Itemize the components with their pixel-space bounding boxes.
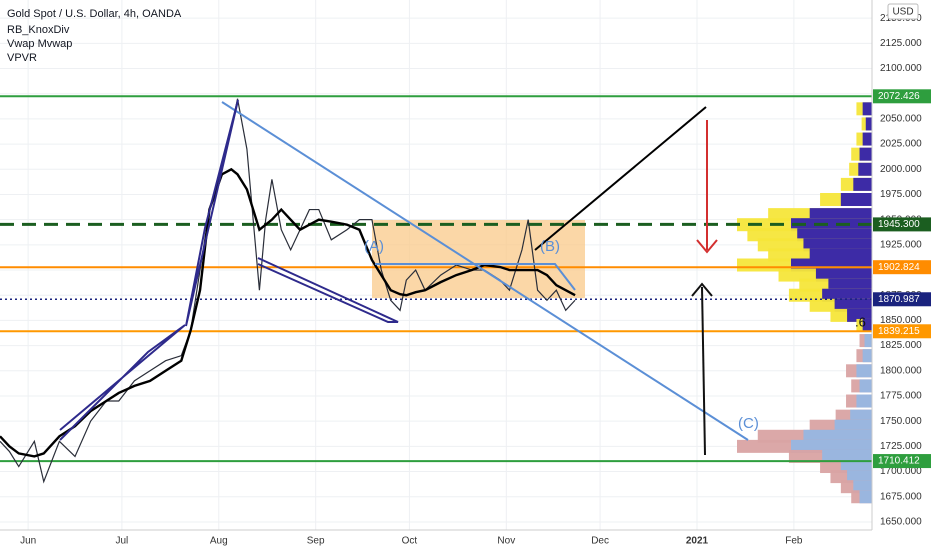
profile-bar-inner bbox=[803, 429, 872, 443]
channel bbox=[375, 263, 576, 291]
profile-bar-inner bbox=[862, 318, 872, 332]
projection-line bbox=[534, 106, 707, 251]
profile-bar-inner bbox=[815, 268, 872, 282]
x-tick-label: Jul bbox=[115, 536, 128, 547]
profile-bar-inner bbox=[847, 470, 872, 484]
level-label: 2072.426 bbox=[878, 91, 920, 102]
level-label: 1902.824 bbox=[878, 262, 920, 273]
y-tick-label: 1750.000 bbox=[880, 416, 922, 427]
y-tick-label: 2125.000 bbox=[880, 38, 922, 49]
x-tick-label: Nov bbox=[497, 536, 515, 547]
level-label: 1710.412 bbox=[878, 456, 920, 467]
profile-bar-inner bbox=[856, 364, 872, 378]
level-tag bbox=[873, 89, 931, 104]
level-label: 1839.215 bbox=[878, 326, 920, 337]
chart-title: Gold Spot / U.S. Dollar, 4h, OANDA bbox=[7, 8, 182, 20]
profile-bar-inner bbox=[864, 334, 872, 348]
series-line bbox=[0, 167, 576, 458]
profile-bar-inner bbox=[822, 449, 872, 463]
wedge bbox=[185, 99, 239, 327]
level-tag bbox=[873, 260, 931, 275]
wedge bbox=[257, 257, 399, 323]
grid bbox=[0, 0, 872, 530]
profile-bar-inner bbox=[862, 349, 872, 363]
profile-bar-inner bbox=[791, 218, 872, 232]
y-tick-label: 1850.000 bbox=[880, 315, 922, 326]
wave-label: (C) bbox=[738, 415, 759, 432]
profile-bar-inner bbox=[828, 278, 872, 292]
profile-bar-inner bbox=[822, 288, 872, 302]
y-tick-label: 2000.000 bbox=[880, 164, 922, 175]
profile-bar-inner bbox=[859, 379, 872, 393]
profile-bar-inner bbox=[840, 193, 872, 207]
y-tick-label: 1925.000 bbox=[880, 239, 922, 250]
level-label: 1945.300 bbox=[878, 219, 920, 230]
profile-bar-inner bbox=[850, 409, 872, 423]
x-tick-label: 2021 bbox=[686, 536, 709, 547]
levels bbox=[0, 95, 872, 463]
up-arrow-head bbox=[691, 282, 713, 297]
y-tick-label: 1800.000 bbox=[880, 365, 922, 376]
profile-bar-inner bbox=[797, 228, 872, 242]
level-tag bbox=[873, 454, 931, 469]
profile-bar-inner bbox=[853, 480, 872, 494]
wedge bbox=[59, 324, 186, 441]
indicator: RB_KnoxDiv bbox=[7, 24, 70, 36]
y-tick-label: 1975.000 bbox=[880, 189, 922, 200]
profile-bar-inner bbox=[809, 248, 872, 262]
range-box bbox=[372, 220, 585, 298]
wave-label: (B) bbox=[540, 238, 560, 255]
y-tick-label: 1675.000 bbox=[880, 491, 922, 502]
indicator: VPVR bbox=[7, 52, 37, 64]
axis-labels: 1650.000 1675.000 1700.000 1725.000 1750.000… bbox=[20, 13, 931, 547]
currency: USD bbox=[892, 7, 913, 18]
level-label: 1870.987 bbox=[878, 294, 920, 305]
down-arrow-head bbox=[696, 239, 718, 254]
y-tick-label: 2100.000 bbox=[880, 63, 922, 74]
up-arrow bbox=[701, 286, 706, 456]
x-tick-label: Dec bbox=[591, 536, 609, 547]
profile-bar-inner bbox=[840, 460, 872, 474]
profile-bar-inner bbox=[862, 132, 872, 146]
level-tag bbox=[873, 324, 931, 339]
profile-bar-inner bbox=[859, 490, 872, 504]
fib-label: .6 bbox=[855, 314, 866, 329]
profile-bar-inner bbox=[856, 394, 872, 408]
profile-bar-inner bbox=[847, 308, 872, 322]
profile-bar-inner bbox=[834, 298, 872, 312]
currency-box bbox=[887, 3, 919, 20]
profile-bar-inner bbox=[809, 208, 872, 222]
x-tick-label: Feb bbox=[785, 536, 803, 547]
x-tick-label: Jun bbox=[20, 536, 36, 547]
indicator: Vwap Mvwap bbox=[7, 38, 72, 50]
x-tick-label: Sep bbox=[307, 536, 325, 547]
x-tick-label: Oct bbox=[402, 536, 418, 547]
y-tick-label: 2025.000 bbox=[880, 139, 922, 150]
profile-bar-inner bbox=[862, 102, 872, 116]
y-tick-label: 1700.000 bbox=[880, 466, 922, 477]
profile-bar-inner bbox=[791, 439, 872, 453]
y-tick-label: 1725.000 bbox=[880, 441, 922, 452]
x-tick-label: Aug bbox=[210, 536, 228, 547]
profile-bar-inner bbox=[834, 419, 872, 433]
wave-label: (A) bbox=[364, 238, 384, 255]
y-tick-label: 1650.000 bbox=[880, 517, 922, 528]
profile-bar-inner bbox=[865, 117, 872, 131]
profile-bar-inner bbox=[803, 238, 872, 252]
profile-bar-inner bbox=[859, 147, 872, 161]
trend-line bbox=[221, 101, 749, 441]
profile-bar-inner bbox=[791, 258, 872, 272]
level-tag bbox=[873, 217, 931, 232]
y-tick-label: 1825.000 bbox=[880, 340, 922, 351]
volume-profile bbox=[737, 102, 872, 504]
level-tag bbox=[873, 292, 931, 307]
y-tick-label: 1775.000 bbox=[880, 391, 922, 402]
profile-bar-inner bbox=[858, 162, 872, 176]
profile-bar-inner bbox=[853, 177, 872, 191]
drawings bbox=[59, 99, 749, 456]
y-tick-label: 2050.000 bbox=[880, 114, 922, 125]
